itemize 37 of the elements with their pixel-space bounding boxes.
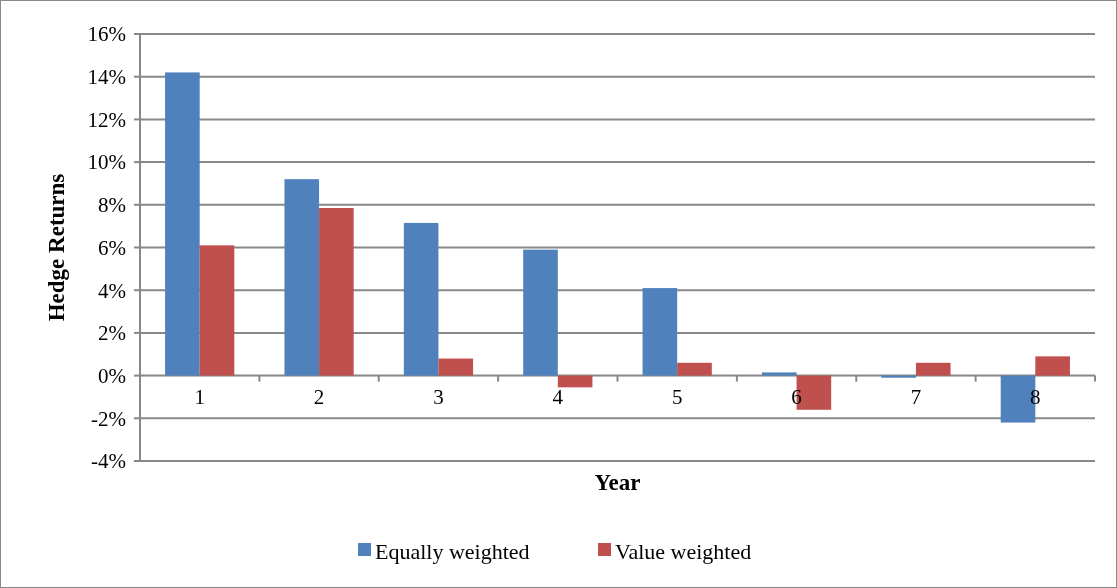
y-tick-label: -4%: [91, 449, 126, 474]
x-tick-label: 8: [1030, 384, 1041, 409]
bar: [284, 179, 320, 376]
y-tick-label: 2%: [98, 321, 126, 346]
y-tick-label: 10%: [87, 150, 126, 175]
bar: [523, 249, 558, 376]
x-tick-label: 1: [194, 384, 205, 409]
bar: [642, 288, 678, 376]
x-tick-label: 7: [910, 384, 922, 409]
bar: [199, 245, 235, 376]
x-tick-label: 5: [671, 384, 683, 409]
bar: [438, 358, 474, 376]
x-axis-title: Year: [594, 470, 641, 495]
y-tick-label: 16%: [87, 22, 126, 47]
bar: [761, 372, 797, 376]
x-tick-label: 4: [552, 384, 564, 409]
bar: [677, 362, 712, 376]
x-tick-label: 3: [433, 384, 444, 409]
y-tick-label: -2%: [91, 406, 126, 431]
y-tick-label: 12%: [87, 107, 126, 132]
y-axis-title: Hedge Returns: [44, 173, 69, 322]
legend-label: Value weighted: [615, 538, 752, 564]
y-tick-label: 4%: [98, 278, 126, 303]
bar: [319, 208, 354, 376]
y-tick-label: 6%: [98, 235, 126, 260]
x-tick-label: 6: [791, 384, 802, 409]
bar: [881, 375, 916, 378]
y-tick-label: 0%: [98, 363, 126, 388]
y-tick-label: 8%: [98, 193, 126, 218]
y-tick-label: 14%: [87, 65, 126, 90]
bar: [557, 375, 593, 388]
bar: [403, 222, 439, 376]
bar: [1035, 356, 1070, 376]
legend-label: Equally weighted: [375, 538, 530, 564]
bar: [915, 362, 951, 376]
x-tick-label: 2: [313, 384, 325, 409]
bar: [165, 72, 200, 376]
